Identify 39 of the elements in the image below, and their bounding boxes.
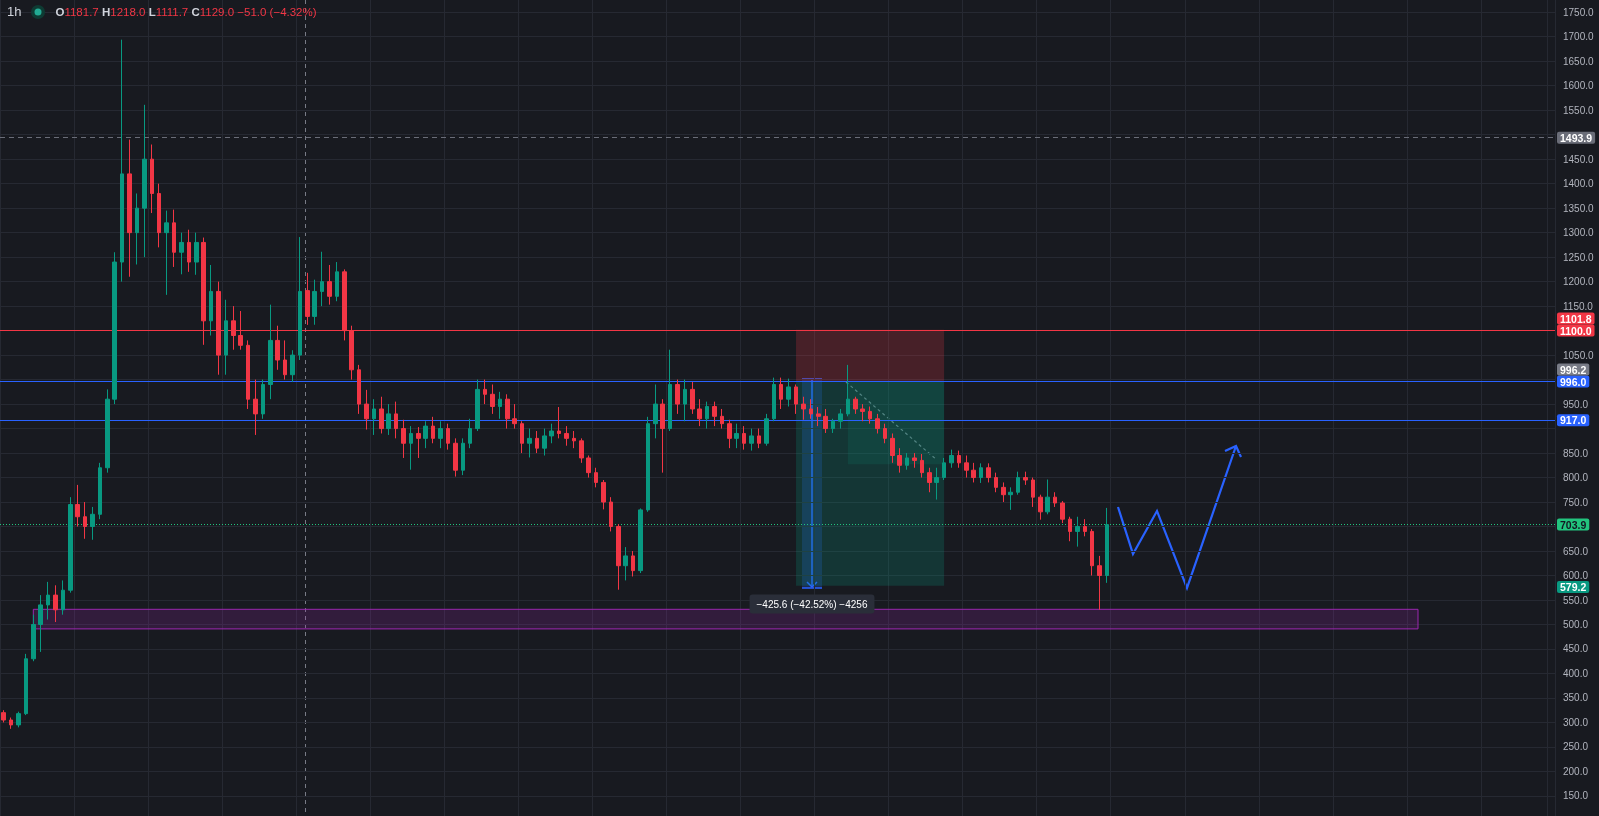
y-tick-label: 1450.0 [1563,153,1595,165]
y-tick-label: 1050.0 [1563,349,1595,361]
annotation: −425.6 (−42.52%) −4256 [756,598,868,610]
y-tick-label: 400.0 [1563,667,1589,679]
y-tick-label: 950.0 [1563,398,1589,410]
y-tick-label: 850.0 [1563,447,1589,459]
y-tick-label: 350.0 [1563,692,1589,704]
chart-subtitle: O1181.7 H1218.0 L1111.7 C1129.0 −51.0 (−4.32%) [55,5,317,18]
y-tick-label: 200.0 [1563,765,1589,777]
y-tick-label: 450.0 [1563,643,1589,655]
y-tick-label: 1700.0 [1563,31,1595,43]
y-tick-label: 250.0 [1563,741,1589,753]
ref-line-label: 1493.9 [1560,131,1593,144]
y-tick-label: 1350.0 [1563,202,1595,214]
y-tick-label: 1750.0 [1563,6,1595,18]
y-tick-label: 750.0 [1563,496,1589,508]
y-tick-label: 1550.0 [1563,104,1595,116]
chart-title: 1h [7,4,22,19]
y-tick-label: 1150.0 [1563,300,1594,312]
y-tick-label: 600.0 [1563,570,1589,582]
annotation: 996.2 [1560,363,1587,376]
ref-line-label: 996.0 [1560,375,1587,388]
annotation: 1101.8 [1560,312,1592,325]
y-tick-label: 1200.0 [1563,276,1595,288]
ref-line-label: 703.9 [1560,518,1587,531]
y-tick-label: 500.0 [1563,618,1589,630]
y-tick-label: 1300.0 [1563,227,1595,239]
y-tick-label: 1600.0 [1563,80,1595,92]
ref-line-label: 917.0 [1560,414,1587,427]
y-tick-label: 650.0 [1563,545,1589,557]
y-tick-label: 800.0 [1563,472,1589,484]
annotation: 579.2 [1560,581,1587,594]
y-tick-label: 550.0 [1563,594,1589,606]
ref-line-label: 1100.0 [1560,324,1592,337]
y-tick-label: 1400.0 [1563,178,1595,190]
y-tick-label: 1650.0 [1563,55,1595,67]
y-tick-label: 1250.0 [1563,251,1595,263]
y-tick-label: 300.0 [1563,716,1589,728]
y-tick-label: 150.0 [1563,790,1589,802]
